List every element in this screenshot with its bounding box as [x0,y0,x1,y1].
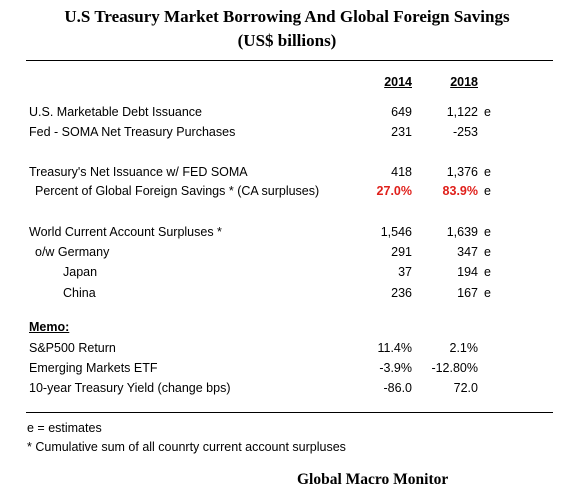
value-2014: 649 [391,105,412,119]
memo-row-10yr-yield: 10-year Treasury Yield (change bps) -86.… [0,379,574,397]
value-2014: 11.4% [377,341,412,355]
memo-row-em-etf: Emerging Markets ETF -3.9% -12.80% [0,359,574,377]
footnote-cumulative: * Cumulative sum of all counrty current … [27,440,346,454]
value-2014: 1,546 [380,225,412,239]
value-2014: -86.0 [383,381,413,395]
footnote-estimates: e = estimates [27,421,102,435]
value-2014-highlight: 27.0% [376,184,412,198]
value-2018-highlight: 83.9% [442,184,478,198]
row-label: Percent of Global Foreign Savings * (CA … [35,184,320,198]
memo-label: Memo: [29,320,70,334]
column-header-2018: 2018 [450,75,478,89]
estimate-flag: e [484,286,491,300]
estimate-flag: e [484,225,491,239]
source-credit: Global Macro Monitor [297,471,449,488]
row-label: Japan [63,265,98,279]
row-label: 10-year Treasury Yield (change bps) [29,381,231,395]
value-2018: -12.80% [431,361,478,375]
value-2014: 231 [391,125,412,139]
table-row-net-issuance: Treasury's Net Issuance w/ FED SOMA 418 … [0,163,574,181]
memo-header-row: Memo: [0,318,574,336]
table-row-fed-soma: Fed - SOMA Net Treasury Purchases 231 -2… [0,123,574,141]
value-2018: 194 [457,265,478,279]
value-2014: 37 [398,265,412,279]
table-title: U.S Treasury Market Borrowing And Global… [64,7,510,26]
row-label: S&P500 Return [29,341,116,355]
value-2018: -253 [452,125,478,139]
table-row-percent-savings: Percent of Global Foreign Savings * (CA … [0,182,574,200]
table-subtitle-units: (US$ billions) [237,31,337,50]
estimate-flag: e [484,184,491,198]
estimate-flag: e [484,265,491,279]
value-2018: 1,376 [446,165,478,179]
row-label: o/w Germany [35,245,110,259]
row-label: Treasury's Net Issuance w/ FED SOMA [29,165,248,179]
value-2014: -3.9% [379,361,412,375]
value-2018: 1,639 [446,225,478,239]
value-2014: 236 [391,286,412,300]
column-header-row: 2014 2018 [0,73,574,91]
table-row-japan: Japan 37 194 e [0,263,574,281]
estimate-flag: e [484,165,491,179]
estimate-flag: e [484,105,491,119]
column-header-2014: 2014 [384,75,412,89]
table-row-world-surpluses: World Current Account Surpluses * 1,546 … [0,223,574,241]
value-2018: 2.1% [449,341,479,355]
table-row-germany: o/w Germany 291 347 e [0,243,574,261]
row-label: Emerging Markets ETF [29,361,158,375]
table-row-china: China 236 167 e [0,284,574,302]
row-label: U.S. Marketable Debt Issuance [29,105,202,119]
estimate-flag: e [484,245,491,259]
value-2018: 347 [457,245,478,259]
table-row-marketable-debt: U.S. Marketable Debt Issuance 649 1,122 … [0,103,574,121]
bottom-divider [26,412,553,413]
row-label: China [63,286,96,300]
row-label: World Current Account Surpluses * [29,225,222,239]
value-2014: 418 [391,165,412,179]
value-2018: 1,122 [446,105,478,119]
value-2018: 72.0 [453,381,478,395]
value-2018: 167 [457,286,478,300]
value-2014: 291 [391,245,412,259]
memo-row-sp500: S&P500 Return 11.4% 2.1% [0,339,574,357]
row-label: Fed - SOMA Net Treasury Purchases [29,125,236,139]
top-divider [26,60,553,61]
